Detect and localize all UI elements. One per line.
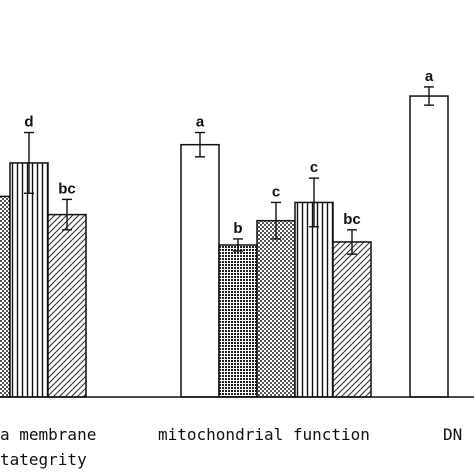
significance-label: a (425, 68, 434, 85)
category-label: a membrane (0, 425, 96, 444)
error-bar-open-1 (195, 131, 205, 158)
error-bar-crosshatch-1 (271, 201, 281, 240)
error-bar-open-2 (424, 86, 434, 106)
significance-label: d (24, 114, 33, 131)
significance-label: c (310, 159, 318, 176)
category-label: tategrity (0, 450, 87, 469)
significance-label: a (196, 114, 205, 131)
significance-label: c (272, 183, 280, 200)
bar-crosshatch-1 (256, 219, 296, 398)
bar-crosshatch-0 (0, 195, 11, 398)
bar-open-2 (409, 95, 449, 398)
bar-vertical-lines-0 (9, 162, 49, 398)
error-bar-dense-dots-1 (233, 238, 243, 252)
bar-wavy-1 (332, 241, 372, 398)
significance-label: bc (343, 211, 361, 228)
error-bar-wavy-0 (62, 198, 72, 231)
bar-open-1 (180, 143, 220, 398)
bar-vertical-lines-1 (294, 201, 334, 398)
error-bar-vertical-lines-0 (24, 131, 34, 195)
error-bar-wavy-1 (347, 229, 357, 255)
error-bar-vertical-lines-1 (309, 177, 319, 228)
category-label: mitochondrial function (158, 425, 370, 444)
bar-wavy-0 (47, 213, 87, 398)
significance-label: b (233, 220, 242, 237)
category-label: DN (443, 425, 462, 444)
significance-label: bc (58, 180, 76, 197)
bar-dense-dots-1 (218, 244, 258, 398)
